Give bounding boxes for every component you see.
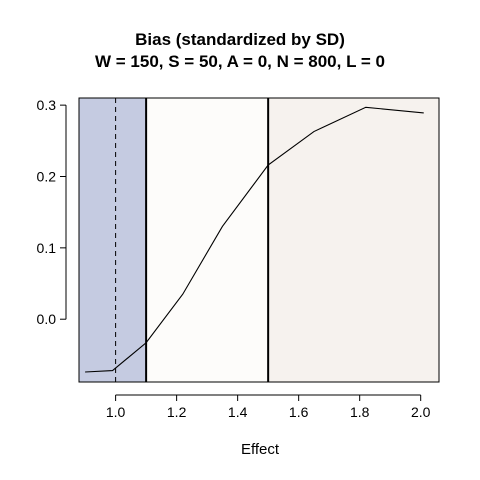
chart-title-line-2: W = 150, S = 50, A = 0, N = 800, L = 0: [95, 52, 385, 71]
y-tick-label-2: 0.2: [37, 168, 57, 184]
x-tick-label-0: 1.0: [106, 404, 126, 420]
chart-title-line-1: Bias (standardized by SD): [135, 30, 345, 49]
y-tick-label-3: 0.3: [37, 97, 57, 113]
region-0: [79, 98, 147, 382]
y-tick-label-0: 0.0: [37, 311, 57, 327]
x-tick-label-1: 1.2: [167, 404, 187, 420]
background-regions: [79, 98, 439, 382]
threshold-lines: [115, 98, 270, 382]
series-line-0: [85, 106, 424, 373]
x-tick-label-4: 1.8: [350, 404, 370, 420]
x-tick-label-3: 1.6: [289, 404, 309, 420]
region-1: [146, 98, 269, 382]
plot-frame: [78, 97, 440, 383]
y-tick-label-1: 0.1: [37, 240, 57, 256]
y-axis: 0.0 0.1 0.2 0.3: [37, 97, 67, 327]
region-2: [268, 98, 439, 382]
series-lines: [85, 106, 424, 373]
x-tick-label-5: 2.0: [411, 404, 431, 420]
x-tick-label-2: 1.4: [228, 404, 248, 420]
x-axis: 1.0 1.2 1.4 1.6 1.8 2.0: [106, 394, 431, 420]
x-axis-label: Effect: [240, 441, 280, 458]
